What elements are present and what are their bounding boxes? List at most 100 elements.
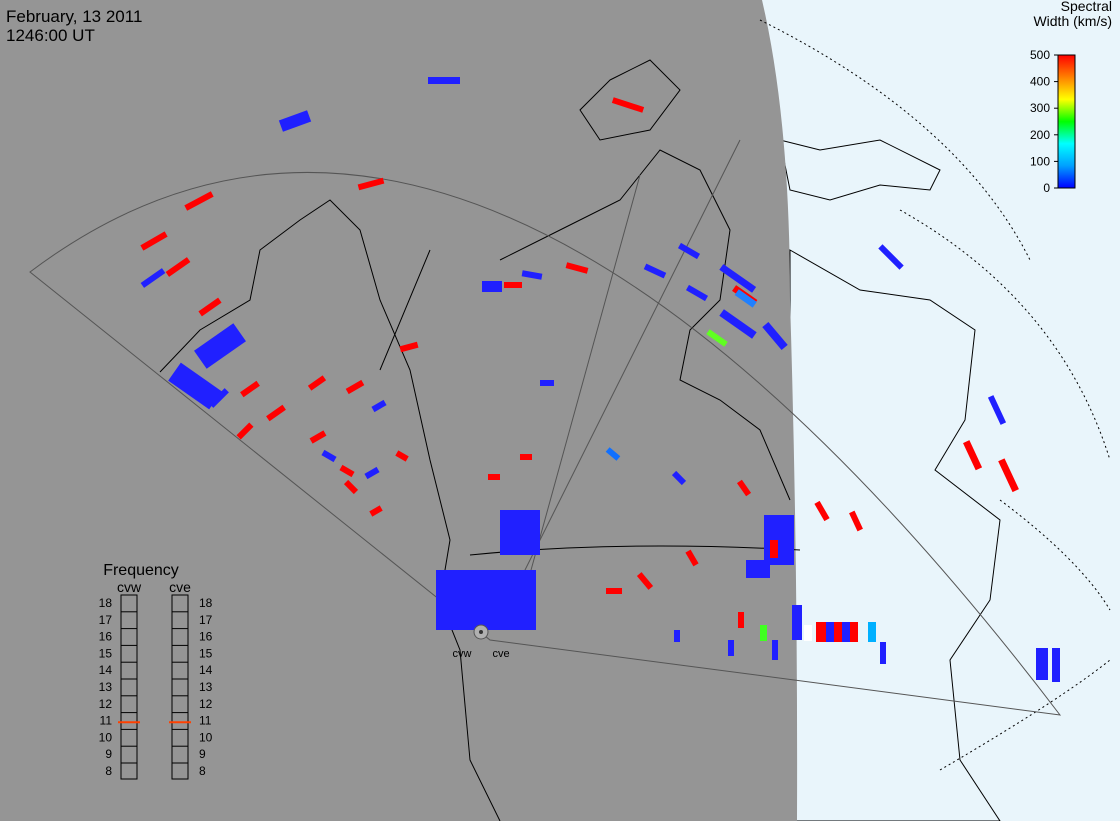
echo [770, 540, 778, 558]
echo [198, 297, 222, 317]
echo [1036, 648, 1048, 680]
echo [165, 257, 191, 277]
echo [140, 268, 166, 288]
echo [842, 622, 850, 642]
echo [734, 289, 757, 308]
grid-circle [759, 19, 1111, 771]
echo [606, 588, 622, 594]
land [779, 139, 941, 201]
frequency-title: Frequency [103, 562, 179, 579]
frequency-tick-label: 17 [199, 613, 213, 627]
echo [760, 625, 767, 641]
echo [309, 430, 327, 444]
echo [345, 379, 365, 395]
colorbar-tick-label: 500 [1030, 48, 1050, 62]
echo [636, 572, 654, 590]
echo [540, 380, 554, 386]
echo [168, 362, 222, 410]
frequency-tick-label: 18 [99, 596, 113, 610]
coastline [159, 199, 501, 821]
echo [520, 454, 532, 460]
echo [804, 625, 812, 641]
echo [605, 447, 621, 461]
coastline [499, 149, 791, 501]
echo [998, 458, 1019, 493]
echo [194, 323, 246, 369]
echo [746, 560, 770, 578]
land [789, 249, 1001, 821]
frequency-tick-label: 10 [199, 730, 213, 744]
date: February, 13 2011 [6, 7, 142, 26]
echo [369, 505, 383, 517]
radar-name: cvw [117, 579, 142, 595]
echo [399, 341, 419, 353]
radar-label: cve [492, 648, 509, 660]
echo [762, 321, 788, 351]
colorbar-tick-label: 300 [1030, 101, 1050, 115]
echo [987, 395, 1007, 425]
echo [677, 242, 701, 260]
frequency-tick-label: 18 [199, 596, 213, 610]
echo [878, 244, 904, 270]
colorbar-title: Width (km/s) [1033, 13, 1112, 29]
radar-name: cve [169, 579, 191, 595]
echo [611, 97, 645, 113]
frequency-tick-label: 12 [199, 697, 213, 711]
echo [728, 640, 734, 656]
frequency-tick-label: 15 [99, 646, 113, 660]
echo [364, 466, 380, 480]
echoes [140, 77, 1060, 682]
echo [140, 231, 168, 251]
night-side [0, 0, 798, 821]
echo [814, 500, 830, 522]
frequency-tick-label: 15 [199, 646, 213, 660]
echo [240, 380, 260, 398]
echo [488, 474, 500, 480]
frequency-tick-label: 13 [199, 680, 213, 694]
echo [850, 622, 858, 642]
echo [764, 515, 794, 565]
echo [685, 284, 709, 302]
echo [521, 270, 543, 280]
colorbar-tick-label: 0 [1043, 181, 1050, 195]
echo [674, 630, 680, 642]
echo [816, 622, 826, 642]
echo [357, 177, 385, 191]
frequency-tick-label: 17 [99, 613, 113, 627]
frequency-tick-label: 11 [199, 714, 212, 728]
echo [643, 263, 667, 279]
echo [685, 549, 699, 567]
echo [209, 388, 229, 408]
frequency-tick-label: 8 [105, 764, 112, 778]
frequency-tick-label: 9 [199, 747, 206, 761]
colorbar-scale [1057, 54, 1076, 189]
echo [719, 264, 757, 293]
echo [184, 191, 214, 211]
echo [395, 450, 409, 462]
echo [772, 640, 778, 660]
echo [834, 622, 842, 642]
echo [826, 622, 834, 642]
echo [706, 329, 728, 347]
echo [500, 510, 540, 555]
colorbar-tick-label: 100 [1030, 154, 1050, 168]
echo [428, 77, 460, 84]
echo [504, 282, 522, 288]
echo [321, 449, 337, 463]
frequency-tick-label: 16 [99, 630, 113, 644]
time: 1246:00 UT [6, 26, 95, 45]
colorbar-tick-label: 400 [1030, 75, 1050, 89]
echo [736, 479, 752, 497]
echo [719, 309, 757, 339]
echo [1052, 648, 1060, 682]
echo [371, 399, 387, 413]
frequency-tick-label: 8 [199, 764, 206, 778]
echo [278, 110, 312, 132]
frequency-tick-label: 9 [105, 747, 112, 761]
radar-label: cvw [453, 648, 472, 660]
echo [343, 479, 359, 495]
